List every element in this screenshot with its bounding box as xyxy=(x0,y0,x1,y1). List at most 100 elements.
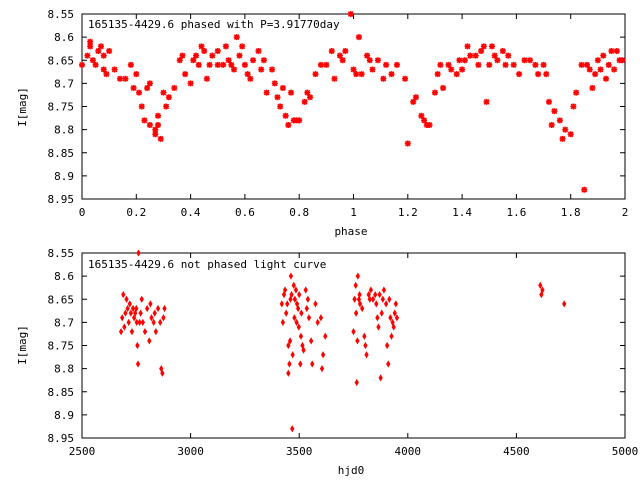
data-point xyxy=(286,369,291,377)
data-point xyxy=(301,346,306,354)
data-point xyxy=(127,300,132,308)
phased-y-tick-label: 8.6 xyxy=(54,31,74,44)
data-point xyxy=(134,318,139,326)
data-point xyxy=(100,52,107,59)
data-point xyxy=(247,75,254,82)
phased-x-tick-label: 1.8 xyxy=(561,206,581,219)
data-point xyxy=(350,66,357,73)
data-point xyxy=(271,80,278,87)
phased-x-tick-label: 1 xyxy=(350,206,357,219)
data-point xyxy=(388,71,395,78)
data-point xyxy=(358,71,365,78)
data-point xyxy=(292,314,297,322)
data-point xyxy=(355,34,362,41)
unphased-y-tick-label: 8.6 xyxy=(54,270,74,283)
data-point xyxy=(241,61,248,68)
phased-x-tick-label: 1.2 xyxy=(398,206,418,219)
data-point xyxy=(319,365,325,373)
data-point xyxy=(510,61,517,68)
data-point xyxy=(303,286,308,294)
data-point xyxy=(157,135,164,142)
data-point xyxy=(483,98,490,105)
data-point xyxy=(290,351,295,359)
data-point xyxy=(87,43,94,50)
data-point xyxy=(502,61,509,68)
data-point xyxy=(296,117,303,124)
data-point xyxy=(280,318,286,326)
data-point xyxy=(581,186,588,193)
unphased-data-points xyxy=(118,249,567,433)
data-point xyxy=(134,304,139,313)
phased-y-axis-label: I[mag] xyxy=(16,87,29,127)
data-point xyxy=(480,43,487,50)
data-point xyxy=(535,71,542,78)
data-point xyxy=(488,43,495,50)
data-point xyxy=(148,300,153,308)
data-point xyxy=(233,34,240,41)
data-point xyxy=(366,57,373,64)
unphased-chart-title: 165135-4429.6 not phased light curve xyxy=(88,258,326,271)
phased-x-tick-label: 1.6 xyxy=(506,206,526,219)
data-point xyxy=(526,57,533,64)
data-point xyxy=(320,351,326,359)
phased-x-tick-label: 0.6 xyxy=(235,206,255,219)
data-point xyxy=(559,135,566,142)
data-point xyxy=(288,272,294,280)
data-point xyxy=(214,61,221,68)
unphased-y-tick-label: 8.7 xyxy=(54,316,74,329)
data-point xyxy=(299,309,304,317)
data-point xyxy=(125,304,130,313)
data-point xyxy=(182,71,189,78)
unphased-y-tick-label: 8.9 xyxy=(54,409,74,422)
data-point xyxy=(467,52,474,59)
data-point xyxy=(305,295,311,303)
unphased-x-tick-label: 4500 xyxy=(503,445,530,458)
phased-y-tick-label: 8.65 xyxy=(48,54,75,67)
data-point xyxy=(136,89,143,96)
data-point xyxy=(328,48,335,54)
data-point xyxy=(135,341,140,350)
data-point xyxy=(494,57,501,64)
data-point xyxy=(608,48,615,54)
data-point xyxy=(158,318,163,326)
data-point xyxy=(141,117,148,124)
data-point xyxy=(306,314,312,322)
data-point xyxy=(562,300,567,308)
data-point xyxy=(92,61,99,68)
data-point xyxy=(354,378,359,387)
data-point xyxy=(375,314,380,322)
data-point xyxy=(95,48,102,54)
data-point xyxy=(453,71,460,78)
data-point xyxy=(380,75,387,82)
data-point xyxy=(355,272,360,280)
phased-x-tick-label: 0 xyxy=(79,206,86,219)
data-point xyxy=(126,318,131,326)
data-point xyxy=(594,57,601,64)
data-point xyxy=(225,57,232,64)
data-point xyxy=(160,89,167,96)
data-point xyxy=(605,61,612,68)
data-point xyxy=(133,71,140,78)
data-point xyxy=(392,309,397,317)
unphased-y-axis-label: I[mag] xyxy=(16,325,29,365)
data-point xyxy=(162,304,167,313)
data-point xyxy=(456,57,463,64)
data-point xyxy=(285,300,290,308)
data-point xyxy=(308,337,314,345)
data-point xyxy=(394,314,400,322)
phased-x-tick-label: 0.8 xyxy=(289,206,309,219)
data-point xyxy=(137,318,142,326)
data-point xyxy=(600,52,607,59)
data-point xyxy=(421,117,428,124)
data-point xyxy=(190,57,197,64)
data-point xyxy=(293,286,299,294)
phased-chart-title: 165135-4429.6 phased with P=3.91770day xyxy=(88,18,340,31)
data-point xyxy=(146,80,153,87)
data-point xyxy=(374,57,381,64)
data-point xyxy=(363,341,368,350)
data-point xyxy=(315,318,320,326)
data-point xyxy=(87,38,94,45)
data-point xyxy=(135,360,141,368)
data-point xyxy=(279,85,286,91)
